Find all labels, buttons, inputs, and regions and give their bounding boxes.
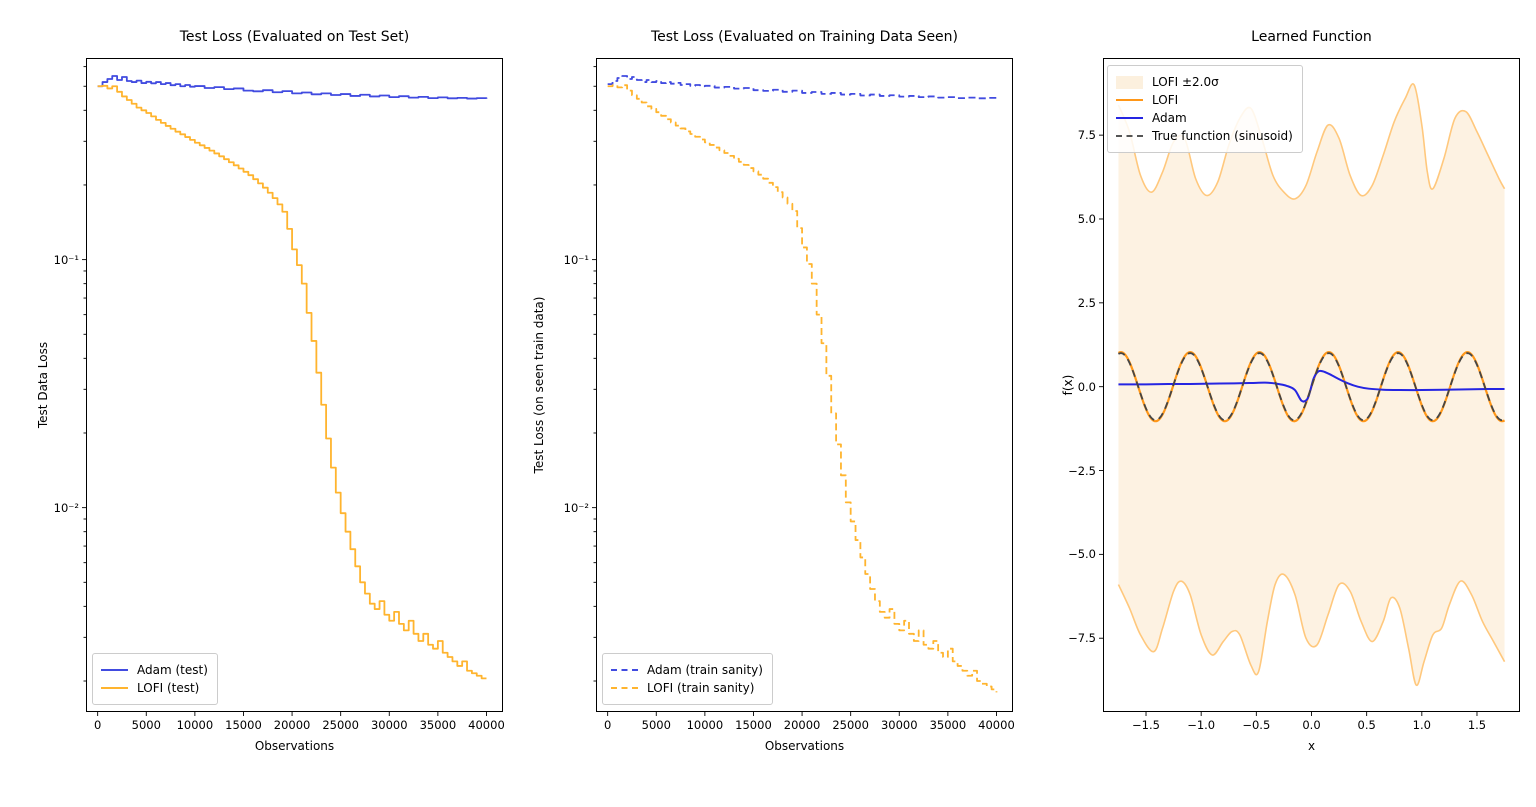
x-axis-label: Observations bbox=[254, 739, 335, 753]
axes-spines bbox=[596, 58, 1013, 712]
plot-canvas bbox=[592, 58, 1013, 716]
plot-title: Learned Function bbox=[1251, 29, 1372, 45]
axes-spines bbox=[86, 58, 503, 712]
plot-series-group bbox=[97, 75, 488, 680]
x-tick-label: 10000 bbox=[176, 718, 214, 732]
tick-marks bbox=[592, 66, 997, 716]
y-axis-label: Test Data Loss bbox=[36, 341, 50, 429]
legend-swatch-dash-icon bbox=[611, 669, 638, 671]
plot-canvas bbox=[1099, 58, 1520, 716]
legend-item: LOFI (train sanity) bbox=[611, 681, 763, 695]
x-tick-label: 0 bbox=[603, 718, 612, 732]
y-tick-label: −2.5 bbox=[1068, 463, 1096, 478]
legend-label: Adam bbox=[1152, 111, 1187, 125]
y-tick-label: 5.0 bbox=[1077, 211, 1096, 226]
axes-spines bbox=[1103, 58, 1520, 712]
plot-series-group bbox=[1117, 83, 1506, 686]
legend-label: Adam (train sanity) bbox=[647, 663, 763, 677]
x-tick-label: 10000 bbox=[686, 718, 724, 732]
x-tick-label: 5000 bbox=[131, 718, 161, 732]
y-tick-label: 2.5 bbox=[1077, 295, 1096, 310]
legend-label: Adam (test) bbox=[137, 663, 208, 677]
x-tick-label: 35000 bbox=[929, 718, 967, 732]
y-tick-label: 10⁻¹ bbox=[53, 252, 79, 267]
x-tick-label: −1.5 bbox=[1132, 718, 1160, 732]
legend-item: Adam bbox=[1116, 111, 1293, 125]
x-tick-label: 1.0 bbox=[1412, 718, 1431, 732]
x-tick-label: 0 bbox=[93, 718, 102, 732]
y-tick-label: 0.0 bbox=[1077, 379, 1096, 394]
x-tick-label: 0.5 bbox=[1357, 718, 1376, 732]
x-tick-label: −0.5 bbox=[1242, 718, 1271, 732]
legend-item: LOFI ±2.0σ bbox=[1116, 75, 1293, 89]
x-tick-label: 25000 bbox=[832, 718, 869, 732]
series-lofi-train-sanity bbox=[607, 84, 998, 693]
legend-swatch-line-icon bbox=[101, 669, 128, 671]
legend: Adam (test) LOFI (test) bbox=[92, 653, 218, 705]
plot-canvas bbox=[82, 58, 503, 716]
legend: Adam (train sanity) LOFI (train sanity) bbox=[602, 653, 773, 705]
y-tick-label: 10⁻² bbox=[53, 500, 79, 515]
subplot-test-loss-train-seen: Test Loss (Evaluated on Training Data Se… bbox=[532, 29, 1015, 753]
legend-swatch-dash-icon bbox=[1116, 135, 1143, 137]
x-tick-label: 15000 bbox=[225, 718, 262, 732]
x-tick-label: 5000 bbox=[641, 718, 671, 732]
legend-swatch-dash-icon bbox=[611, 687, 638, 689]
x-tick-label: 15000 bbox=[735, 718, 772, 732]
subplot-learned-function: Learned Function f(x) x LOFI ±2.0σ LOFI Ad… bbox=[1061, 29, 1520, 753]
y-tick-label: 10⁻¹ bbox=[563, 252, 589, 267]
tick-marks bbox=[82, 66, 487, 716]
legend-swatch-line-icon bbox=[1116, 117, 1143, 119]
x-tick-label: 20000 bbox=[273, 718, 311, 732]
x-axis-label: Observations bbox=[764, 739, 845, 753]
legend-swatch-line-icon bbox=[1116, 99, 1143, 101]
legend-label: LOFI (train sanity) bbox=[647, 681, 755, 695]
x-tick-label: 40000 bbox=[468, 718, 505, 732]
y-tick-label: −7.5 bbox=[1068, 631, 1096, 646]
legend-item: LOFI bbox=[1116, 93, 1293, 107]
x-tick-label: 35000 bbox=[419, 718, 457, 732]
x-tick-label: 0.0 bbox=[1302, 718, 1321, 732]
x-tick-label: −1.0 bbox=[1187, 718, 1216, 732]
legend: LOFI ±2.0σ LOFI Adam True function (sinusoi… bbox=[1107, 65, 1303, 153]
legend-label: LOFI (test) bbox=[137, 681, 200, 695]
band-lower-edge bbox=[1117, 573, 1506, 686]
legend-item: LOFI (test) bbox=[101, 681, 208, 695]
plot-title: Test Loss (Evaluated on Training Data Se… bbox=[650, 29, 959, 45]
x-tick-label: 40000 bbox=[978, 718, 1015, 732]
plot-title: Test Loss (Evaluated on Test Set) bbox=[179, 29, 410, 45]
plot-series-group bbox=[607, 75, 998, 693]
subplot-test-loss-test-set: Test Loss (Evaluated on Test Set) Test D… bbox=[36, 29, 505, 753]
legend-label: LOFI bbox=[1152, 93, 1179, 107]
series-lofi-test bbox=[97, 84, 487, 680]
legend-swatch-line-icon bbox=[101, 687, 128, 689]
y-axis-label: f(x) bbox=[1061, 374, 1075, 396]
x-tick-label: 30000 bbox=[370, 718, 408, 732]
legend-swatch-patch-icon bbox=[1116, 75, 1143, 89]
x-tick-label: 20000 bbox=[783, 718, 821, 732]
y-tick-label: 7.5 bbox=[1077, 128, 1096, 143]
legend-label: LOFI ±2.0σ bbox=[1152, 75, 1219, 89]
tick-marks bbox=[1099, 134, 1478, 716]
series-true-function-sinusoid bbox=[1118, 352, 1505, 422]
y-tick-label: 10⁻² bbox=[563, 500, 589, 515]
series-adam bbox=[1118, 369, 1505, 403]
y-tick-label: −5.0 bbox=[1068, 547, 1096, 562]
x-axis-label: x bbox=[1307, 739, 1316, 753]
legend-item: True function (sinusoid) bbox=[1116, 129, 1293, 143]
series-adam-train-sanity bbox=[607, 75, 998, 100]
legend-label: True function (sinusoid) bbox=[1152, 129, 1293, 143]
legend-item: Adam (train sanity) bbox=[611, 663, 763, 677]
x-tick-label: 25000 bbox=[322, 718, 359, 732]
y-axis-label: Test Loss (on seen train data) bbox=[532, 296, 546, 474]
legend-item: Adam (test) bbox=[101, 663, 208, 677]
x-tick-label: 1.5 bbox=[1467, 718, 1487, 732]
x-tick-label: 30000 bbox=[880, 718, 918, 732]
series-adam-test bbox=[97, 75, 488, 100]
